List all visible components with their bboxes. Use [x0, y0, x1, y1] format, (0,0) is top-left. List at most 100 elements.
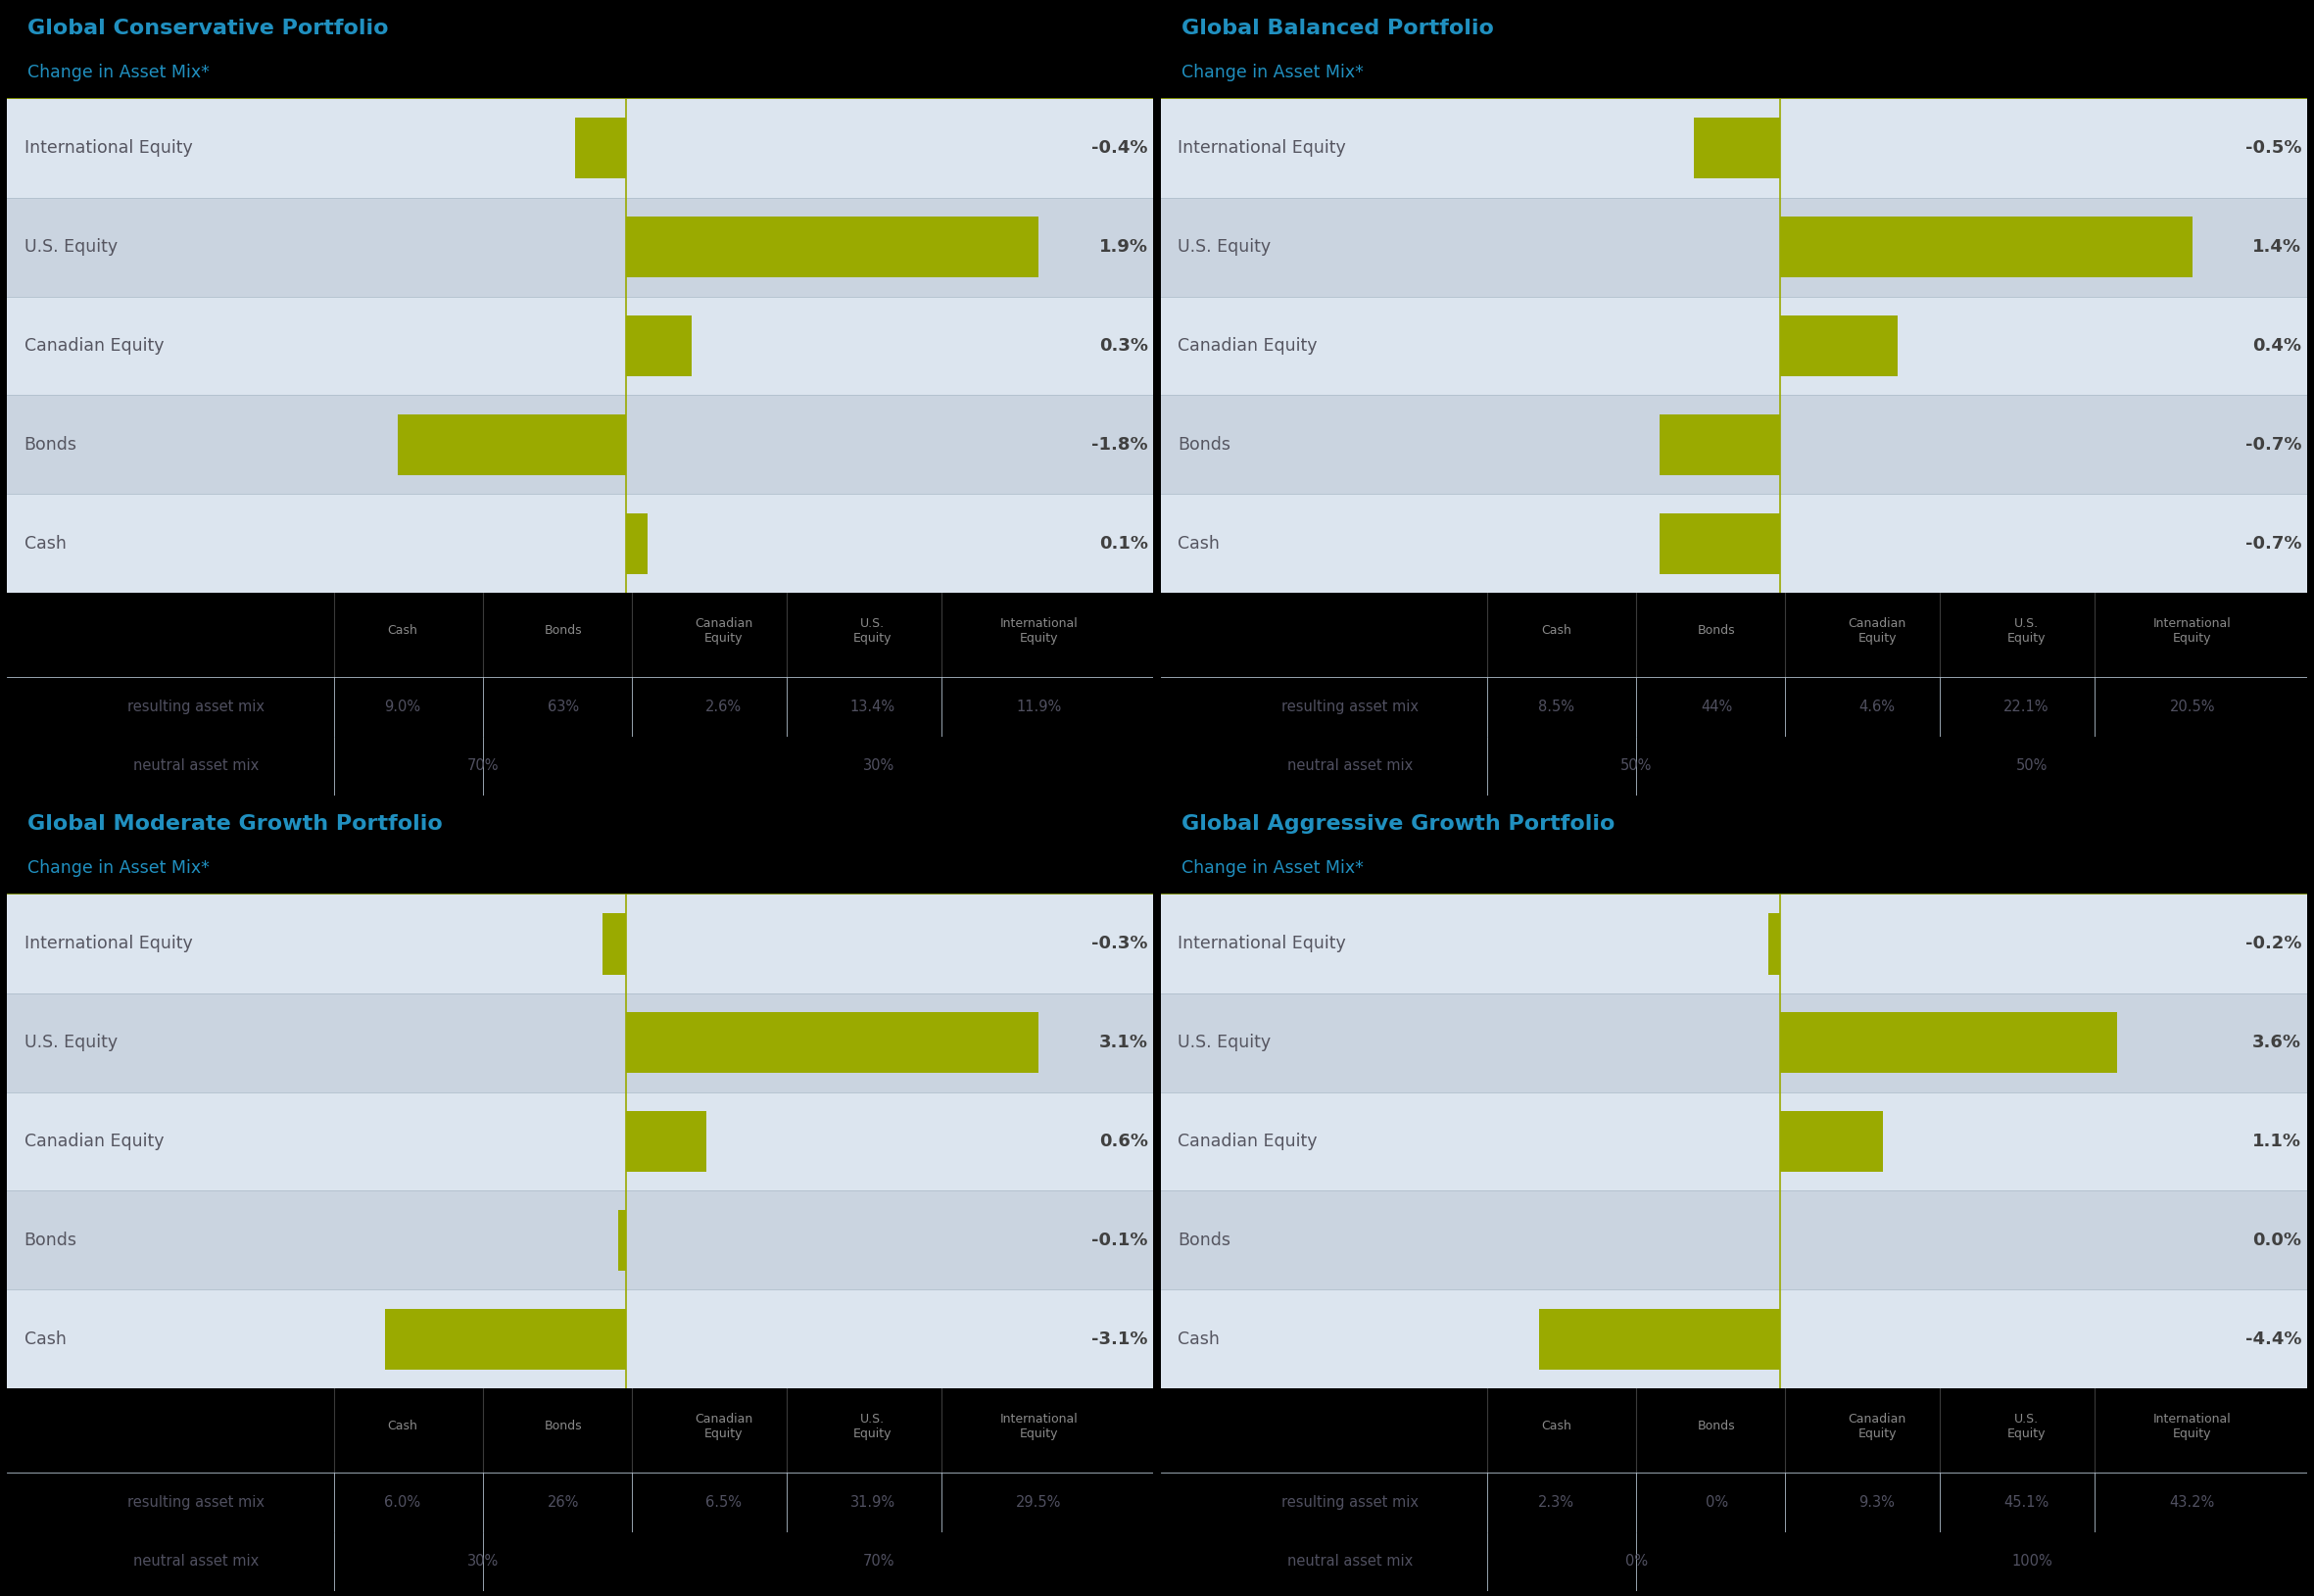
- Text: U.S.
Equity: U.S. Equity: [854, 618, 891, 645]
- Text: 30%: 30%: [863, 758, 893, 774]
- Text: International Equity: International Equity: [1178, 935, 1347, 953]
- Bar: [627, 1111, 706, 1171]
- Text: International Equity: International Equity: [1178, 139, 1347, 156]
- Bar: [7, 198, 1155, 297]
- Text: Change in Asset Mix*: Change in Asset Mix*: [28, 64, 211, 81]
- Text: 3.1%: 3.1%: [1099, 1034, 1148, 1052]
- Text: neutral asset mix: neutral asset mix: [1287, 758, 1412, 774]
- Text: U.S. Equity: U.S. Equity: [1178, 238, 1270, 255]
- Bar: [1159, 396, 2307, 495]
- Text: International
Equity: International Equity: [1000, 1412, 1078, 1440]
- Bar: [1694, 118, 1779, 179]
- Text: resulting asset mix: resulting asset mix: [1282, 699, 1418, 713]
- Text: 0.4%: 0.4%: [2252, 337, 2302, 354]
- Text: -0.5%: -0.5%: [2245, 139, 2302, 156]
- Text: International Equity: International Equity: [23, 139, 192, 156]
- Text: Bonds: Bonds: [544, 1420, 583, 1433]
- Bar: [1159, 297, 2307, 396]
- Text: International Equity: International Equity: [23, 935, 192, 953]
- Text: Cash: Cash: [386, 624, 417, 637]
- Text: 20.5%: 20.5%: [2171, 699, 2214, 713]
- Bar: [1159, 495, 2307, 594]
- Text: -1.8%: -1.8%: [1092, 436, 1148, 453]
- Text: -3.1%: -3.1%: [1092, 1331, 1148, 1349]
- Text: U.S.
Equity: U.S. Equity: [2006, 1412, 2046, 1440]
- Text: 0%: 0%: [1624, 1555, 1648, 1569]
- Text: 11.9%: 11.9%: [1016, 699, 1062, 713]
- Text: 2.3%: 2.3%: [1539, 1495, 1574, 1510]
- Text: 13.4%: 13.4%: [849, 699, 896, 713]
- Text: resulting asset mix: resulting asset mix: [127, 1495, 264, 1510]
- Text: Canadian
Equity: Canadian Equity: [694, 1412, 752, 1440]
- Text: U.S. Equity: U.S. Equity: [23, 1034, 118, 1052]
- Bar: [627, 217, 1039, 278]
- Text: -0.4%: -0.4%: [1092, 139, 1148, 156]
- Text: 9.3%: 9.3%: [1858, 1495, 1895, 1510]
- Bar: [1159, 198, 2307, 297]
- Text: Global Balanced Portfolio: Global Balanced Portfolio: [1180, 19, 1493, 38]
- Text: 8.5%: 8.5%: [1539, 699, 1574, 713]
- Bar: [1159, 993, 2307, 1092]
- Bar: [7, 396, 1155, 495]
- Text: Cash: Cash: [1178, 1331, 1219, 1349]
- Text: neutral asset mix: neutral asset mix: [1287, 1555, 1412, 1569]
- Bar: [1779, 217, 2191, 278]
- Bar: [386, 1309, 627, 1369]
- Bar: [1159, 1092, 2307, 1191]
- Text: Bonds: Bonds: [1698, 624, 1736, 637]
- Text: 70%: 70%: [863, 1555, 893, 1569]
- Text: Bonds: Bonds: [23, 436, 76, 453]
- Text: International
Equity: International Equity: [2154, 1412, 2231, 1440]
- Bar: [7, 1290, 1155, 1389]
- Text: Canadian Equity: Canadian Equity: [23, 1133, 164, 1151]
- Text: 70%: 70%: [467, 758, 500, 774]
- Text: Bonds: Bonds: [1698, 1420, 1736, 1433]
- Text: 29.5%: 29.5%: [1016, 1495, 1062, 1510]
- Text: 22.1%: 22.1%: [2004, 699, 2048, 713]
- Text: International
Equity: International Equity: [1000, 618, 1078, 645]
- Text: 0.3%: 0.3%: [1099, 337, 1148, 354]
- Bar: [1159, 1290, 2307, 1389]
- Text: 6.5%: 6.5%: [706, 1495, 743, 1510]
- Text: -0.2%: -0.2%: [2245, 935, 2302, 953]
- Text: Cash: Cash: [1541, 624, 1571, 637]
- Text: 1.9%: 1.9%: [1099, 238, 1148, 255]
- Text: Change in Asset Mix*: Change in Asset Mix*: [1180, 859, 1363, 876]
- Bar: [7, 495, 1155, 594]
- Text: 26%: 26%: [546, 1495, 578, 1510]
- Text: Change in Asset Mix*: Change in Asset Mix*: [28, 859, 211, 876]
- Bar: [398, 413, 627, 476]
- Bar: [7, 297, 1155, 396]
- Text: Canadian Equity: Canadian Equity: [23, 337, 164, 354]
- Bar: [1659, 512, 1779, 575]
- Text: U.S.
Equity: U.S. Equity: [2006, 618, 2046, 645]
- Bar: [576, 118, 627, 179]
- Text: 63%: 63%: [548, 699, 578, 713]
- Text: Bonds: Bonds: [23, 1232, 76, 1250]
- Bar: [7, 1191, 1155, 1290]
- Bar: [627, 1012, 1039, 1073]
- Text: Cash: Cash: [1541, 1420, 1571, 1433]
- Text: 1.1%: 1.1%: [2252, 1133, 2302, 1151]
- Text: U.S. Equity: U.S. Equity: [1178, 1034, 1270, 1052]
- Bar: [1159, 1191, 2307, 1290]
- Text: 0.0%: 0.0%: [2252, 1232, 2302, 1250]
- Text: 44%: 44%: [1701, 699, 1733, 713]
- Text: Global Moderate Growth Portfolio: Global Moderate Growth Portfolio: [28, 814, 442, 833]
- Bar: [627, 314, 692, 377]
- Bar: [618, 1210, 627, 1270]
- Text: Change in Asset Mix*: Change in Asset Mix*: [1180, 64, 1363, 81]
- Bar: [1159, 894, 2307, 993]
- Text: Bonds: Bonds: [544, 624, 583, 637]
- Bar: [627, 512, 648, 575]
- Text: Canadian
Equity: Canadian Equity: [694, 618, 752, 645]
- Text: International
Equity: International Equity: [2154, 618, 2231, 645]
- Text: 0%: 0%: [1705, 1495, 1729, 1510]
- Text: 1.4%: 1.4%: [2252, 238, 2302, 255]
- Text: neutral asset mix: neutral asset mix: [134, 1555, 259, 1569]
- Bar: [7, 993, 1155, 1092]
- Text: Global Conservative Portfolio: Global Conservative Portfolio: [28, 19, 389, 38]
- Text: 6.0%: 6.0%: [384, 1495, 421, 1510]
- Text: -4.4%: -4.4%: [2245, 1331, 2302, 1349]
- Text: 4.6%: 4.6%: [1858, 699, 1895, 713]
